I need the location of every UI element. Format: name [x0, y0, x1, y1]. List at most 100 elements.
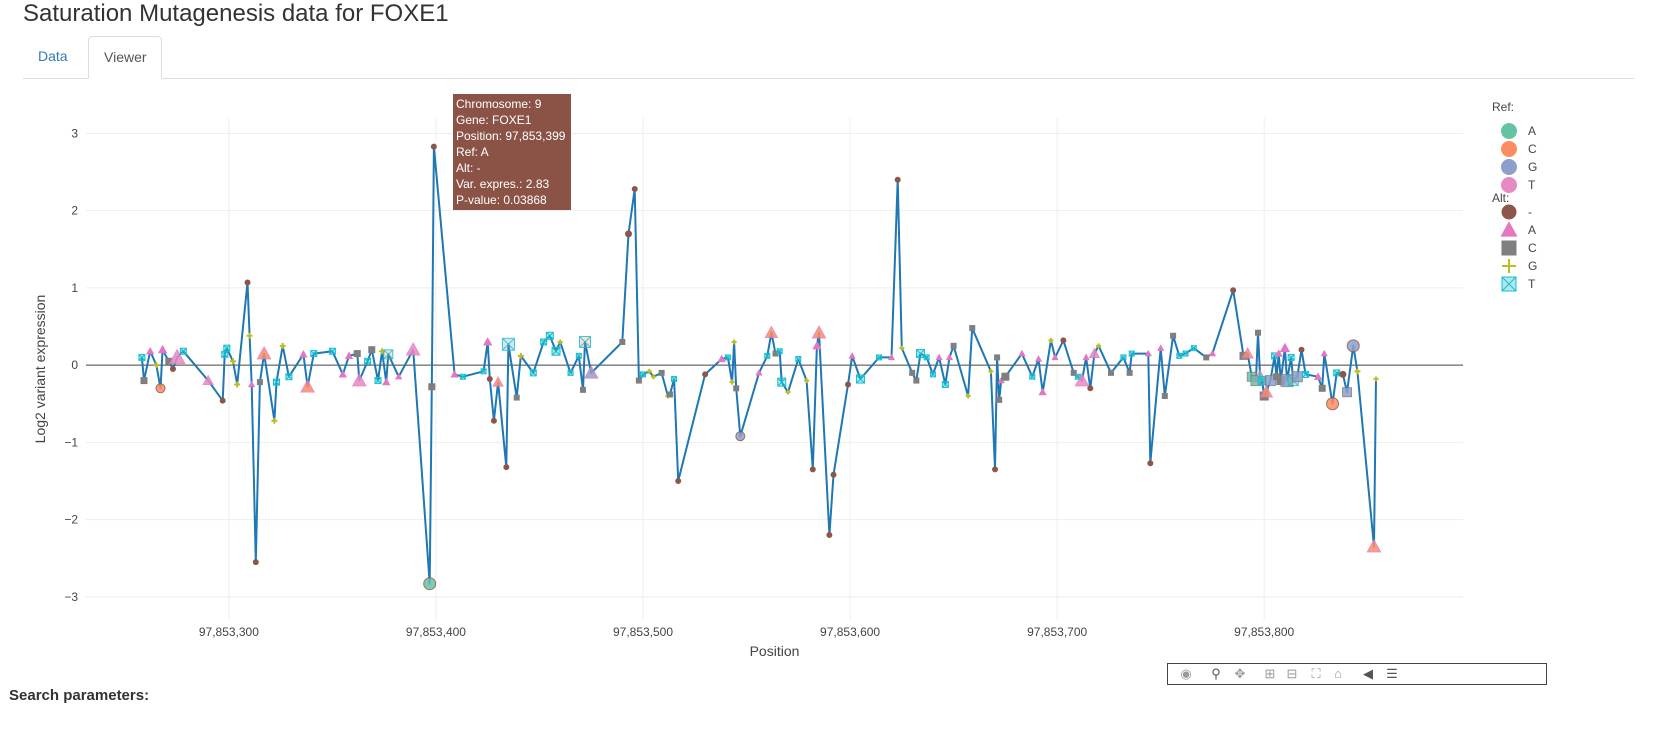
legend-alt-marker[interactable]	[1501, 276, 1517, 292]
data-point[interactable]	[1298, 346, 1305, 353]
data-point[interactable]	[273, 378, 281, 386]
data-point[interactable]	[887, 353, 896, 361]
data-point[interactable]	[945, 353, 954, 361]
legend-ref-marker[interactable]	[1501, 159, 1517, 175]
data-point[interactable]	[812, 340, 822, 350]
data-point[interactable]	[179, 347, 187, 355]
data-point[interactable]	[935, 353, 943, 361]
data-point[interactable]	[1048, 337, 1054, 343]
legend-alt-label[interactable]: A	[1528, 223, 1536, 237]
data-point[interactable]	[826, 532, 833, 539]
data-point[interactable]	[1074, 372, 1090, 387]
data-point[interactable]	[764, 352, 771, 359]
data-point[interactable]	[631, 186, 638, 193]
data-point[interactable]	[382, 377, 391, 386]
variant-expression-chart[interactable]: 97,853,300 97,853,400 97,853,500 97,853,600…	[0, 80, 1659, 663]
data-point[interactable]	[635, 377, 642, 384]
legend-ref-label[interactable]: G	[1528, 160, 1537, 174]
data-point[interactable]	[988, 368, 994, 374]
data-point[interactable]	[153, 362, 160, 369]
legend-alt-marker[interactable]	[1501, 240, 1517, 256]
data-point[interactable]	[459, 373, 466, 380]
data-point[interactable]	[1001, 372, 1010, 381]
legend-alt-label[interactable]: -	[1528, 205, 1532, 219]
autoscale-icon[interactable]: ⛶	[1311, 666, 1321, 681]
data-point[interactable]	[223, 344, 231, 352]
data-point[interactable]	[1279, 342, 1291, 353]
data-point[interactable]	[480, 368, 487, 375]
data-point[interactable]	[702, 371, 709, 378]
data-point[interactable]	[221, 350, 229, 358]
data-point[interactable]	[545, 331, 554, 340]
data-point[interactable]	[1366, 539, 1382, 553]
data-point[interactable]	[517, 352, 524, 359]
data-point[interactable]	[244, 279, 251, 286]
data-point[interactable]	[246, 332, 253, 339]
legend-alt-label[interactable]: T	[1528, 277, 1536, 291]
camera-icon[interactable]: ◉	[1180, 666, 1192, 681]
pan-icon[interactable]: ✥	[1234, 666, 1246, 681]
data-point[interactable]	[1087, 385, 1094, 392]
data-point[interactable]	[1302, 370, 1310, 378]
data-point[interactable]	[285, 373, 293, 381]
data-point[interactable]	[1274, 349, 1283, 357]
legend-alt-marker[interactable]	[1501, 204, 1517, 220]
tab-data[interactable]: Data	[38, 48, 68, 64]
data-point[interactable]	[1157, 344, 1165, 351]
data-point[interactable]	[1287, 353, 1295, 361]
data-point[interactable]	[299, 349, 308, 358]
data-point[interactable]	[1051, 353, 1059, 361]
data-point[interactable]	[146, 346, 155, 355]
data-point[interactable]	[1070, 369, 1077, 376]
data-point[interactable]	[483, 337, 493, 346]
data-point[interactable]	[658, 369, 665, 376]
data-point[interactable]	[733, 385, 740, 392]
data-point[interactable]	[1346, 339, 1360, 353]
data-point[interactable]	[735, 431, 746, 442]
data-point[interactable]	[876, 354, 883, 361]
data-point[interactable]	[965, 393, 971, 399]
data-point[interactable]	[529, 369, 537, 377]
data-point[interactable]	[1144, 349, 1152, 357]
legend-ref-marker[interactable]	[1501, 177, 1517, 193]
data-point[interactable]	[894, 176, 901, 183]
zoom-in-icon[interactable]: ⊞	[1264, 666, 1276, 681]
reset-axes-icon[interactable]: ⌂	[1334, 666, 1342, 681]
data-point[interactable]	[138, 353, 146, 361]
data-point[interactable]	[368, 346, 376, 354]
data-point[interactable]	[845, 381, 852, 388]
data-point[interactable]	[724, 354, 731, 361]
data-point[interactable]	[795, 355, 802, 362]
data-point[interactable]	[1029, 373, 1036, 380]
data-point[interactable]	[551, 346, 561, 356]
data-point[interactable]	[1320, 349, 1328, 357]
data-point[interactable]	[430, 143, 437, 150]
data-point[interactable]	[234, 381, 241, 388]
data-point[interactable]	[855, 374, 865, 384]
data-point[interactable]	[830, 471, 837, 478]
data-point[interactable]	[492, 376, 504, 387]
data-point[interactable]	[1333, 369, 1341, 377]
legend-ref-label[interactable]: T	[1528, 178, 1536, 192]
data-point[interactable]	[1241, 347, 1254, 359]
data-point[interactable]	[374, 377, 382, 385]
legend-alt-label[interactable]: G	[1528, 259, 1537, 273]
data-point[interactable]	[344, 351, 354, 360]
data-point[interactable]	[252, 559, 259, 566]
data-point[interactable]	[557, 339, 563, 345]
data-point[interactable]	[809, 466, 816, 473]
data-point[interactable]	[675, 477, 682, 484]
legend-ref-marker[interactable]	[1501, 141, 1517, 157]
legend-alt-marker[interactable]	[1502, 259, 1516, 273]
data-point[interactable]	[168, 348, 186, 365]
data-point[interactable]	[1128, 350, 1135, 357]
zoom-icon[interactable]: ⚲	[1211, 666, 1221, 681]
data-point[interactable]	[1088, 347, 1101, 359]
data-point[interactable]	[351, 372, 367, 387]
data-point[interactable]	[328, 347, 336, 355]
data-point[interactable]	[423, 577, 437, 591]
data-point[interactable]	[785, 389, 791, 395]
data-point[interactable]	[405, 342, 421, 356]
data-point[interactable]	[169, 366, 176, 372]
legend-alt-label[interactable]: C	[1528, 241, 1537, 255]
